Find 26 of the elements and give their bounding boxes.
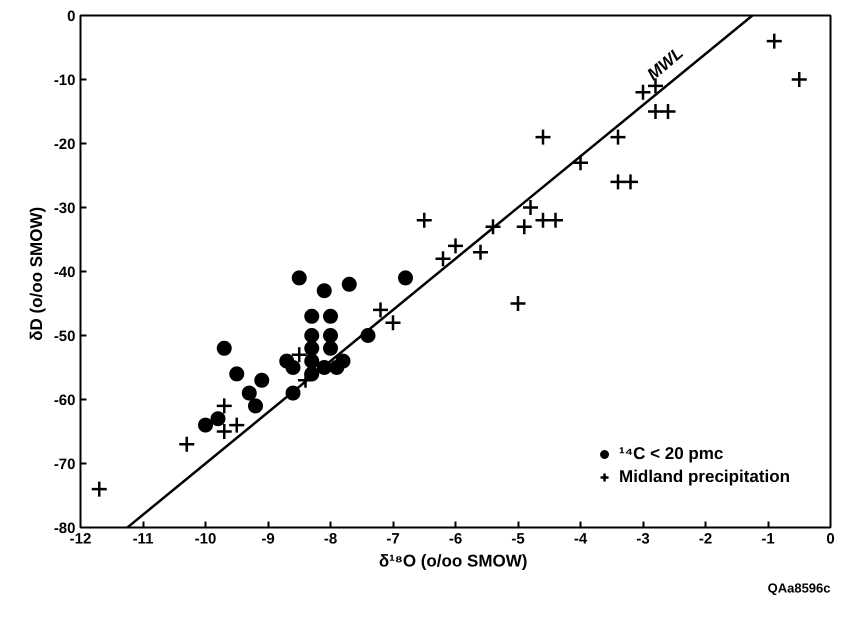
y-axis-title: δD (o/oo SMOW) xyxy=(26,206,46,341)
y-tick-label: -40 xyxy=(54,264,76,281)
legend-label: ¹⁴C < 20 pmc xyxy=(619,444,724,464)
x-tick-label: -3 xyxy=(636,530,650,548)
x-axis-title: δ¹⁸O (o/oo SMOW) xyxy=(378,552,528,570)
y-tick-label: -60 xyxy=(54,392,76,409)
x-tick-label: -8 xyxy=(324,530,338,548)
y-tick-label: -50 xyxy=(54,328,76,345)
y-tick-label: -20 xyxy=(54,136,76,153)
x-tick-label: -11 xyxy=(132,530,154,548)
y-tick-label: 0 xyxy=(67,8,76,25)
y-tick-label: -70 xyxy=(54,456,76,473)
x-tick-label: -10 xyxy=(194,530,216,548)
x-tick-label: -9 xyxy=(261,530,275,548)
x-tick-label: -4 xyxy=(574,530,588,548)
text: QAa8596c xyxy=(768,580,831,596)
x-tick-label: -1 xyxy=(761,530,775,548)
legend-label: Midland precipitation xyxy=(619,467,790,487)
x-tick-label: -5 xyxy=(511,530,525,548)
y-tick-label: -10 xyxy=(54,72,76,89)
x-tick-label: -7 xyxy=(386,530,400,548)
x-tick-label: -2 xyxy=(698,530,712,548)
y-tick-label: -30 xyxy=(54,200,76,217)
x-tick-label: -6 xyxy=(448,530,462,548)
y-tick-label: -80 xyxy=(54,520,76,537)
x-tick-label: 0 xyxy=(826,530,835,548)
